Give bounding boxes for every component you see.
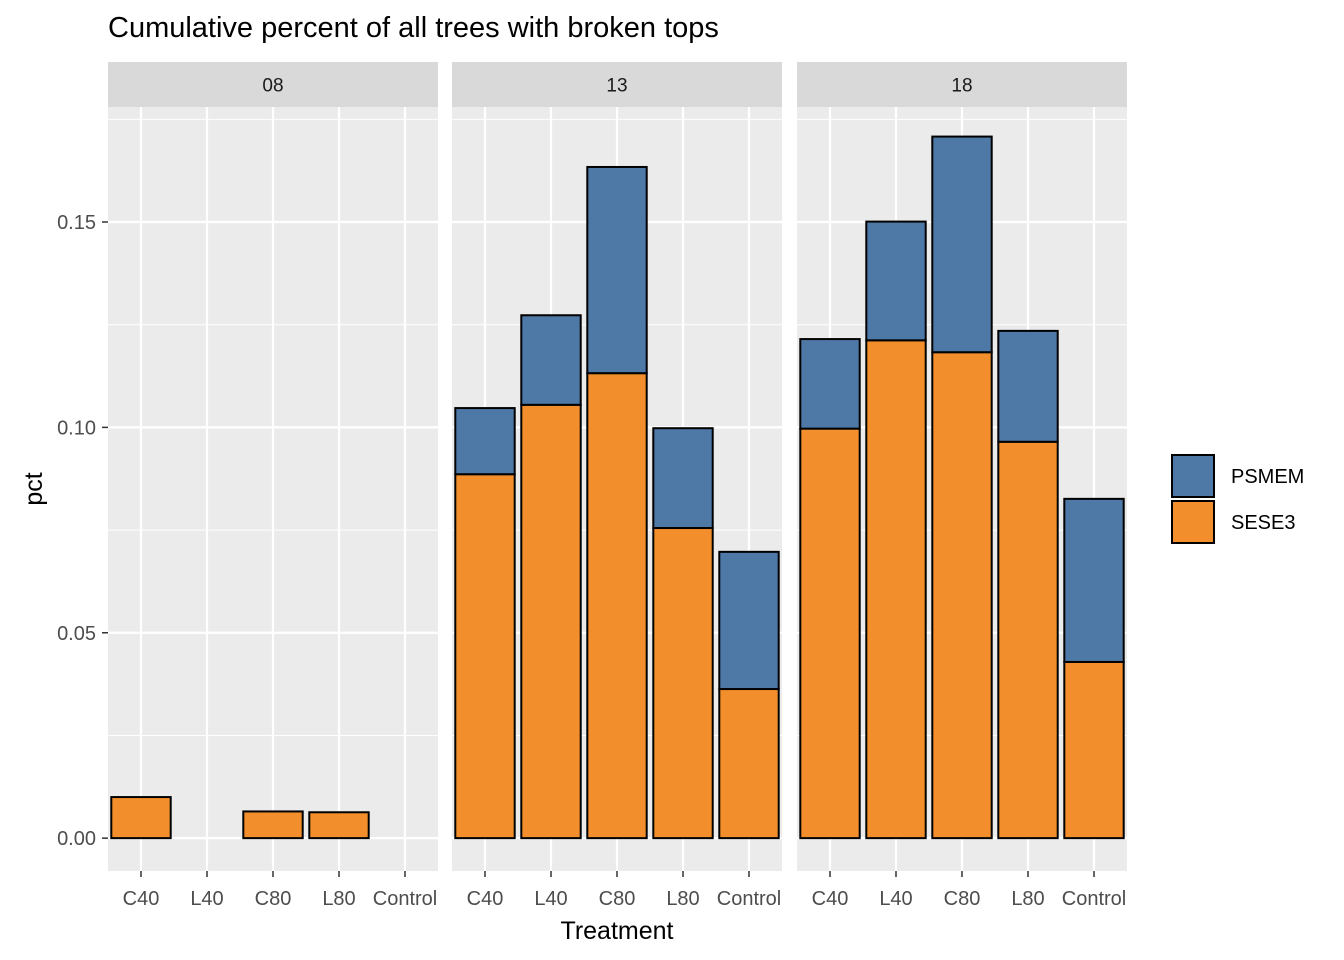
bar-sese3-c40 bbox=[110, 796, 172, 840]
bar-psmem-c80 bbox=[586, 165, 648, 375]
x-tick-label: L80 bbox=[666, 888, 699, 910]
x-tick-label: L80 bbox=[322, 888, 355, 910]
y-tick-label: 0.10 bbox=[57, 417, 96, 439]
bar-sese3-l80 bbox=[997, 440, 1059, 840]
x-tick-label: L40 bbox=[190, 888, 223, 910]
bar-sese3-control bbox=[718, 688, 780, 840]
bar-psmem-c40 bbox=[799, 338, 861, 430]
bar-psmem-c40 bbox=[454, 407, 516, 476]
x-tick-label: C80 bbox=[599, 888, 636, 910]
x-tick-label: L40 bbox=[879, 888, 912, 910]
bar-psmem-l80 bbox=[652, 427, 714, 530]
y-axis-title: pct bbox=[20, 472, 48, 505]
bar-psmem-c80 bbox=[931, 135, 993, 354]
legend-key-sese3 bbox=[1171, 500, 1215, 544]
bar-sese3-c40 bbox=[799, 427, 861, 840]
bar-psmem-l80 bbox=[997, 329, 1059, 443]
y-tick-label: 0.00 bbox=[57, 828, 96, 850]
bar-sese3-c80 bbox=[931, 351, 993, 840]
bar-psmem-l40 bbox=[520, 314, 582, 406]
bar-psmem-control bbox=[718, 550, 780, 691]
x-tick-label: L80 bbox=[1011, 888, 1044, 910]
facet-strip-label: 18 bbox=[951, 76, 972, 97]
facet-strip bbox=[797, 62, 1127, 107]
bar-sese3-c40 bbox=[454, 473, 516, 840]
x-tick-label: Control bbox=[373, 888, 437, 910]
x-tick-label: Control bbox=[717, 888, 781, 910]
bar-sese3-c80 bbox=[586, 372, 648, 840]
x-tick-label: C40 bbox=[812, 888, 849, 910]
x-tick-label: C80 bbox=[944, 888, 981, 910]
legend-label-psmem: PSMEM bbox=[1231, 466, 1304, 488]
bar-sese3-l40 bbox=[865, 339, 927, 840]
bar-psmem-control bbox=[1063, 497, 1125, 663]
facet-strip-label: 08 bbox=[262, 76, 283, 97]
bar-psmem-l40 bbox=[865, 220, 927, 342]
x-tick-label: C40 bbox=[467, 888, 504, 910]
facet-strip-label: 13 bbox=[606, 76, 627, 97]
x-tick-label: C80 bbox=[255, 888, 292, 910]
bar-sese3-l40 bbox=[520, 403, 582, 840]
bar-sese3-control bbox=[1063, 660, 1125, 840]
y-tick-label: 0.05 bbox=[57, 623, 96, 645]
facet-strip bbox=[108, 62, 438, 107]
bar-sese3-l80 bbox=[308, 811, 370, 840]
x-tick-label: C40 bbox=[123, 888, 160, 910]
x-tick-label: Control bbox=[1062, 888, 1126, 910]
facet-strip bbox=[452, 62, 782, 107]
y-tick-label: 0.15 bbox=[57, 212, 96, 234]
bar-sese3-c80 bbox=[242, 810, 304, 840]
legend-key-psmem bbox=[1171, 454, 1215, 498]
chart-title: Cumulative percent of all trees with bro… bbox=[108, 12, 719, 44]
legend-label-sese3: SESE3 bbox=[1231, 512, 1295, 534]
x-axis-title: Treatment bbox=[560, 917, 673, 945]
bar-sese3-l80 bbox=[652, 527, 714, 840]
x-tick-label: L40 bbox=[534, 888, 567, 910]
